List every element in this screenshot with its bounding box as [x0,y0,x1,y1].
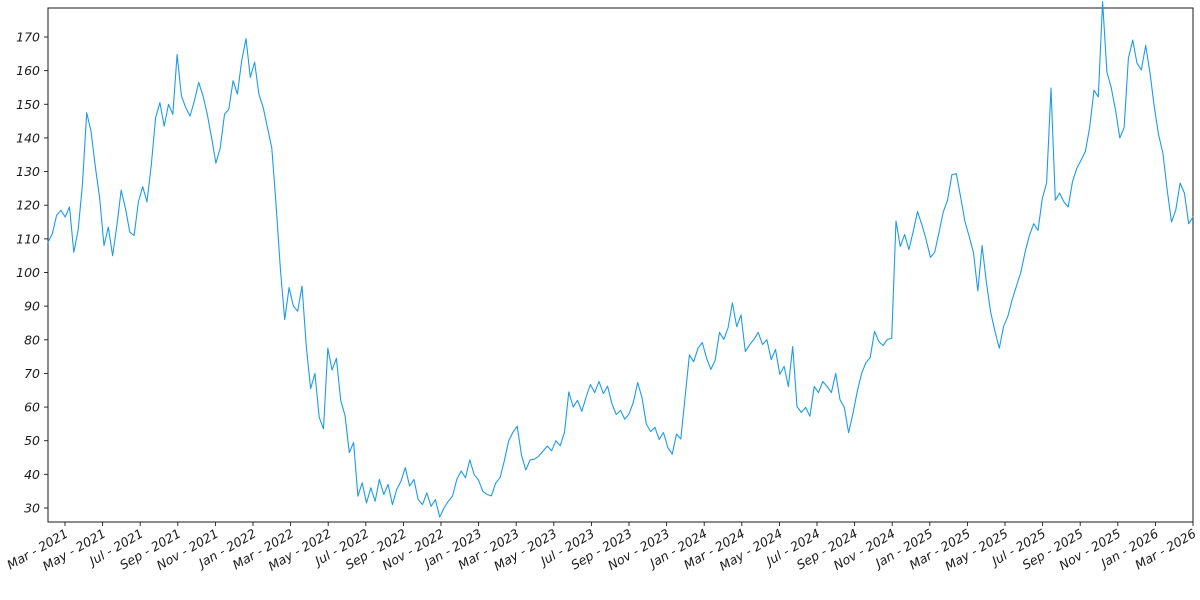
y-tick-label: 110 [16,231,40,246]
y-tick-label: 30 [24,501,40,516]
y-tick-label: 120 [16,198,40,213]
price-line [47,1,1194,518]
y-tick-label: 100 [16,265,40,280]
y-tick-label: 150 [16,97,40,112]
y-tick-label: 160 [16,63,40,78]
y-tick-label: 70 [24,366,40,381]
y-tick-label: 80 [24,332,40,347]
y-tick-label: 50 [24,433,40,448]
y-tick-label: 40 [24,467,40,482]
plot-frame [47,7,1194,523]
y-tick-label: 140 [16,130,40,145]
y-tick-label: 60 [24,400,40,415]
y-tick-label: 90 [24,299,40,314]
y-tick-label: 170 [16,30,40,45]
y-tick-label: 130 [16,164,40,179]
